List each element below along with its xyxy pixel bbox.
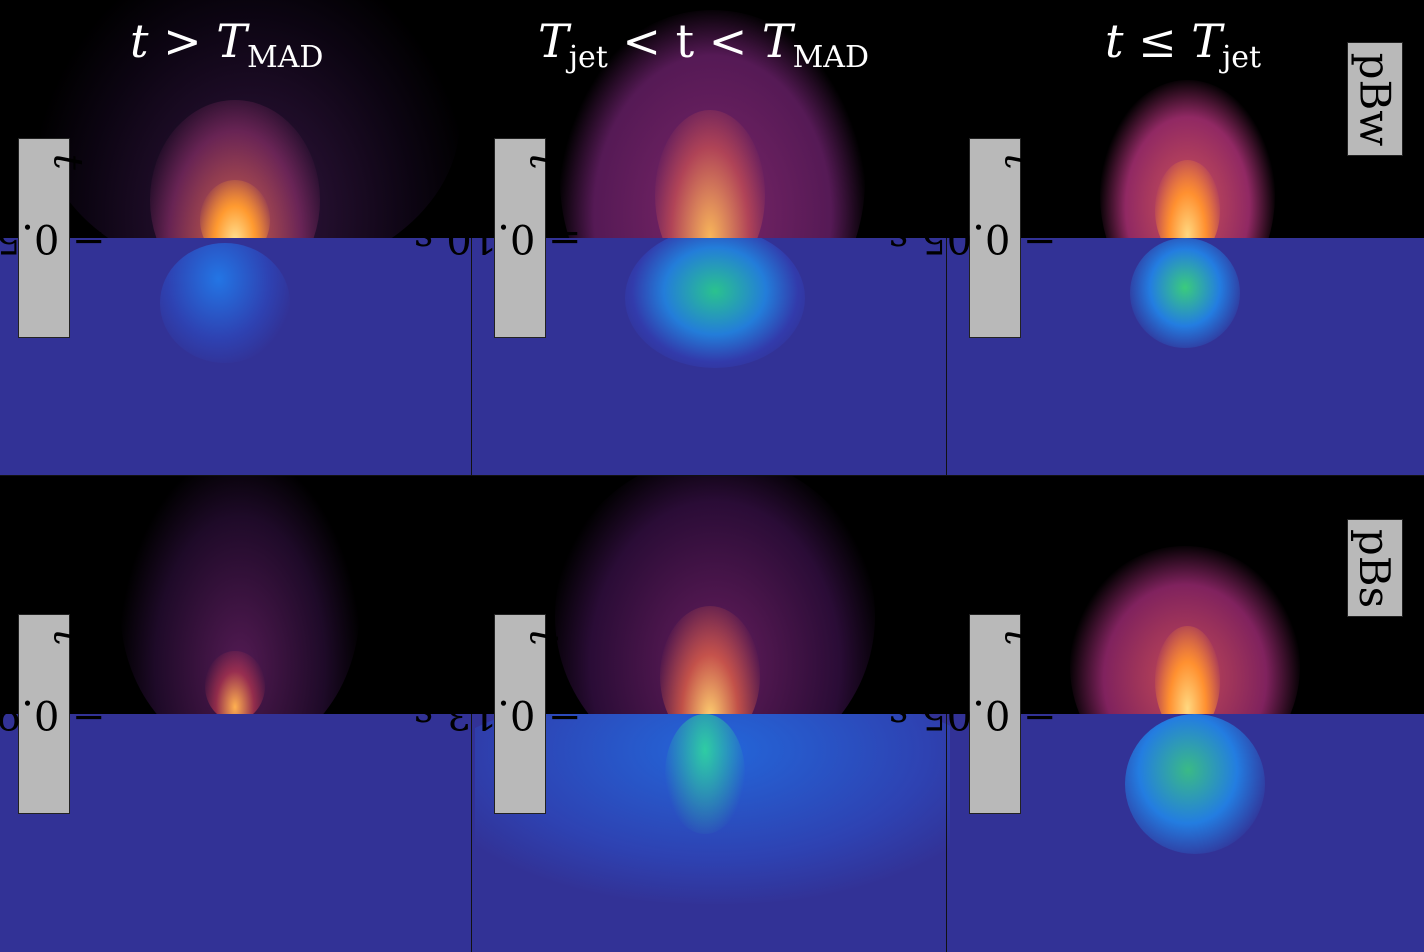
time-label-pBw-early: t = 0.05 s bbox=[888, 138, 1056, 338]
column-title-late: t > TMAD bbox=[130, 14, 324, 76]
density-map-upper bbox=[0, 476, 475, 714]
panel-pBw-early bbox=[950, 0, 1424, 476]
panel-pBs-late bbox=[0, 476, 475, 952]
model-label-pBs: pBs bbox=[1347, 519, 1403, 617]
density-map-upper bbox=[950, 476, 1424, 714]
panel-divider bbox=[471, 714, 472, 952]
velocity-map-lower bbox=[0, 714, 475, 952]
density-map-upper bbox=[475, 476, 950, 714]
velocity-map-lower bbox=[0, 238, 475, 476]
panel-pBw-mid bbox=[475, 0, 950, 476]
density-map-upper bbox=[0, 0, 475, 238]
panel-pBs-early bbox=[950, 476, 1424, 952]
panel-divider bbox=[946, 238, 947, 476]
panel-pBs-mid bbox=[475, 476, 950, 952]
panel-pBw-late bbox=[0, 0, 475, 476]
time-label-pBw-late: t = 0.57 s bbox=[0, 138, 105, 338]
time-label-pBs-late: t = 0.98 s bbox=[0, 614, 105, 814]
row-divider bbox=[0, 475, 1424, 476]
time-label-pBs-early: t = 0.05 s bbox=[888, 614, 1056, 814]
time-label-pBs-mid: t = 0.13 s bbox=[413, 614, 581, 814]
density-map-upper bbox=[950, 0, 1424, 238]
model-label-pBw: pBw bbox=[1347, 42, 1403, 156]
column-title-early: t ≤ Tjet bbox=[1105, 14, 1262, 76]
velocity-map-lower bbox=[475, 714, 950, 952]
time-label-pBw-mid: t = 0.10 s bbox=[413, 138, 581, 338]
column-title-mid: Tjet < t < TMAD bbox=[538, 14, 869, 76]
velocity-map-lower bbox=[950, 714, 1424, 952]
velocity-map-lower bbox=[475, 238, 950, 476]
density-map-upper bbox=[475, 0, 950, 238]
panel-divider bbox=[946, 714, 947, 952]
panel-divider bbox=[471, 238, 472, 476]
velocity-map-lower bbox=[950, 238, 1424, 476]
